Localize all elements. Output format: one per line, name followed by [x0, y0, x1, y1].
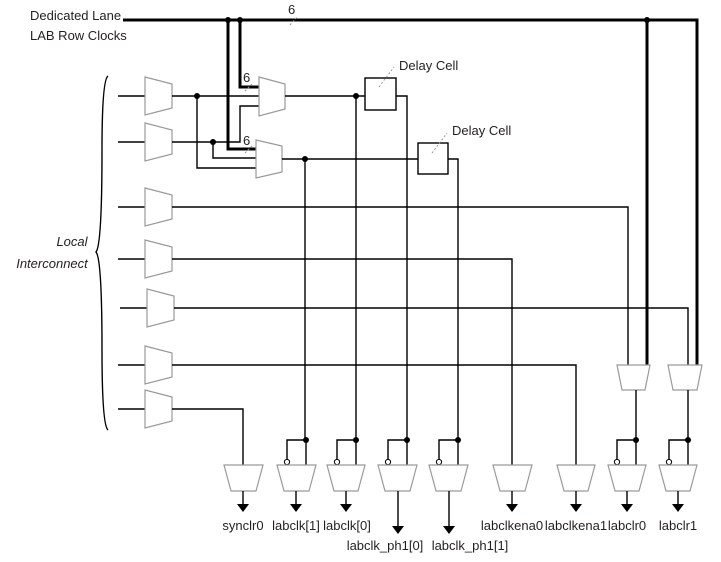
- input-mux-4: [118, 239, 173, 279]
- output-label-labclkena0: labclkena0: [481, 518, 543, 533]
- clear-mux-1: [667, 364, 703, 391]
- delay-cell-1: [364, 77, 397, 111]
- output-mux-labclk0: [326, 437, 366, 512]
- input-mux-6: [118, 345, 173, 385]
- output-muxes: [223, 437, 698, 534]
- output-label-labclk-ph1-1: labclk_ph1[1]: [432, 538, 509, 553]
- input-muxes: [118, 76, 175, 429]
- delay-cell-2: [417, 142, 449, 175]
- output-mux-labclkena1: [556, 464, 596, 512]
- output-label-synclr0: synclr0: [222, 518, 263, 533]
- bus-width-label: 6: [288, 2, 295, 17]
- output-mux-labclr0: [607, 437, 647, 512]
- input-mux-3: [118, 187, 173, 227]
- clock-mux-1: [258, 76, 286, 117]
- local-label: Local: [56, 234, 88, 249]
- output-mux-labclr1: [658, 437, 698, 512]
- input-mux-1: [118, 76, 173, 116]
- lab-row-clocks-label: LAB Row Clocks: [30, 28, 127, 43]
- input-mux-2: [118, 122, 173, 162]
- bus-width-label: 6: [243, 70, 250, 85]
- output-label-labclk-ph1-0: labclk_ph1[0]: [347, 538, 424, 553]
- left-brace: [95, 75, 109, 431]
- clock-mux-2: [255, 139, 283, 179]
- input-mux-7: [118, 389, 173, 429]
- dedicated-lane-label: Dedicated Lane: [30, 8, 121, 23]
- output-label-labclk1: labclk[1]: [272, 518, 320, 533]
- delay-cell-label: Delay Cell: [399, 58, 458, 73]
- interconnect-label: Interconnect: [16, 256, 89, 271]
- control-wiring: [172, 206, 703, 465]
- output-label-labclr1: labclr1: [659, 518, 697, 533]
- input-mux-5: [120, 288, 175, 328]
- output-label-labclr0: labclr0: [608, 518, 646, 533]
- output-mux-labclkena0: [492, 464, 533, 512]
- output-label-labclkena1: labclkena1: [545, 518, 607, 533]
- bus-width-label: 6: [243, 133, 250, 148]
- delay-cell-label: Delay Cell: [452, 123, 511, 138]
- output-mux-synclr0: [223, 464, 264, 512]
- clear-mux-0: [616, 364, 651, 391]
- clock-wiring: [172, 66, 459, 440]
- output-mux-labclk-ph1-0: [377, 437, 418, 534]
- output-mux-labclk-ph1-1: [428, 437, 469, 534]
- output-label-labclk0: labclk[0]: [323, 518, 371, 533]
- output-mux-labclk1: [276, 437, 317, 512]
